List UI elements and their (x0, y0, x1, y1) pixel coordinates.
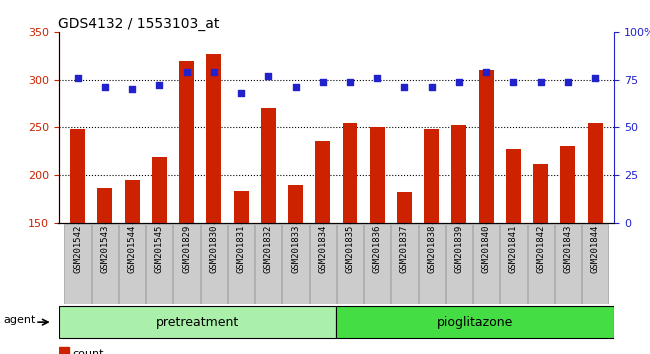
FancyBboxPatch shape (146, 224, 172, 304)
Text: GSM201841: GSM201841 (509, 225, 518, 273)
Text: pioglitazone: pioglitazone (437, 316, 514, 329)
Point (372, 75, 382, 81)
Point (209, 69, 219, 75)
Text: GSM201544: GSM201544 (127, 225, 136, 273)
Text: pretreatment: pretreatment (156, 316, 239, 329)
Bar (506, 149, 521, 354)
FancyBboxPatch shape (58, 306, 337, 338)
Text: GSM201837: GSM201837 (400, 225, 409, 273)
Point (536, 79, 546, 84)
Text: GSM201834: GSM201834 (318, 225, 327, 273)
Text: count: count (72, 349, 104, 354)
FancyBboxPatch shape (119, 224, 145, 304)
FancyBboxPatch shape (255, 224, 281, 304)
FancyBboxPatch shape (528, 224, 554, 304)
Bar (478, 70, 494, 354)
Bar (152, 157, 167, 354)
Point (318, 79, 328, 84)
Bar (288, 185, 303, 354)
Text: GSM201543: GSM201543 (100, 225, 109, 273)
Text: GSM201836: GSM201836 (372, 225, 382, 273)
FancyBboxPatch shape (283, 224, 309, 304)
Bar (261, 108, 276, 354)
Text: GSM201545: GSM201545 (155, 225, 164, 273)
Bar (98, 188, 112, 354)
Bar (588, 123, 603, 354)
Text: GSM201835: GSM201835 (346, 225, 354, 273)
Point (181, 69, 192, 75)
Point (426, 85, 437, 90)
FancyBboxPatch shape (473, 224, 499, 304)
FancyBboxPatch shape (500, 224, 526, 304)
Bar (343, 123, 358, 354)
FancyBboxPatch shape (391, 224, 417, 304)
Text: GSM201838: GSM201838 (427, 225, 436, 273)
Bar (315, 141, 330, 354)
Bar (206, 54, 221, 354)
Text: GDS4132 / 1553103_at: GDS4132 / 1553103_at (58, 17, 220, 31)
Text: GSM201844: GSM201844 (591, 225, 600, 273)
Text: GSM201831: GSM201831 (237, 225, 246, 273)
Point (481, 69, 491, 75)
Text: GSM201829: GSM201829 (182, 225, 191, 273)
Text: GSM201830: GSM201830 (209, 225, 218, 273)
Point (99, 85, 110, 90)
Bar (533, 164, 548, 354)
Bar (370, 127, 385, 354)
Text: GSM201842: GSM201842 (536, 225, 545, 273)
Point (291, 85, 301, 90)
Text: GSM201843: GSM201843 (564, 225, 573, 273)
Text: GSM201833: GSM201833 (291, 225, 300, 273)
FancyBboxPatch shape (92, 224, 118, 304)
Point (454, 79, 464, 84)
Point (508, 79, 519, 84)
Point (154, 82, 164, 88)
Bar (397, 193, 412, 354)
Point (72, 75, 83, 81)
Point (263, 73, 274, 79)
FancyBboxPatch shape (555, 224, 581, 304)
FancyBboxPatch shape (337, 224, 363, 304)
FancyBboxPatch shape (419, 224, 445, 304)
Point (563, 79, 573, 84)
Text: GSM201840: GSM201840 (482, 225, 491, 273)
FancyBboxPatch shape (337, 306, 614, 338)
Bar (424, 129, 439, 354)
Bar (179, 62, 194, 354)
Bar (560, 145, 575, 354)
Text: GSM201839: GSM201839 (454, 225, 463, 273)
Point (236, 90, 246, 96)
Point (399, 85, 410, 90)
FancyBboxPatch shape (64, 224, 90, 304)
Point (590, 75, 601, 81)
FancyBboxPatch shape (446, 224, 472, 304)
FancyBboxPatch shape (174, 224, 200, 304)
FancyBboxPatch shape (309, 224, 336, 304)
Point (127, 86, 137, 92)
FancyBboxPatch shape (582, 224, 608, 304)
Text: agent: agent (3, 315, 35, 325)
FancyBboxPatch shape (228, 224, 254, 304)
Text: GSM201832: GSM201832 (264, 225, 273, 273)
Bar (233, 190, 248, 354)
Bar (452, 125, 467, 354)
FancyBboxPatch shape (364, 224, 390, 304)
Bar (58, 347, 68, 354)
Point (344, 79, 355, 84)
Bar (70, 129, 85, 354)
Text: GSM201542: GSM201542 (73, 225, 82, 273)
Bar (125, 180, 140, 354)
FancyBboxPatch shape (201, 224, 227, 304)
